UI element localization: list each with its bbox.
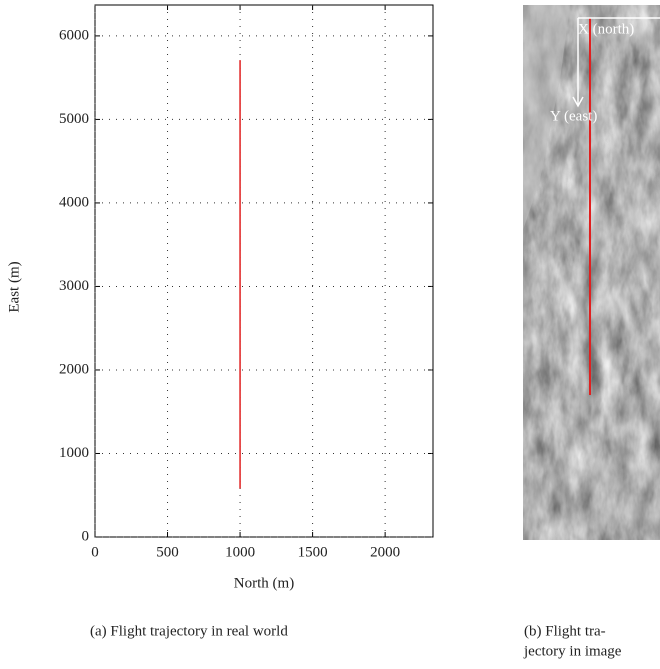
y-tick-label: 0 (82, 528, 90, 544)
caption-b: jectory in image (523, 643, 622, 659)
y-axis-label: East (m) (6, 261, 22, 312)
figure: 0 1000 2000 3000 4000 5000 6000 0 500 1000 1500 200… (0, 0, 660, 669)
y-tick-label: 4000 (59, 194, 89, 210)
caption-a: (a) Flight trajectory in real world (90, 623, 288, 639)
y-tick-label: 1000 (59, 445, 89, 461)
x-tick-label: 2000 (370, 544, 400, 560)
y-tick-label: 3000 (59, 278, 89, 294)
x-tick-label: 0 (91, 544, 99, 560)
x-axis-marker: X (north) (578, 21, 634, 37)
x-tick-label: 500 (156, 544, 179, 560)
y-axis-marker: Y (east) (550, 108, 597, 124)
panel-b: X (north) Y (east) (b) Flight tra- jecto… (523, 5, 660, 659)
x-axis-label: North (m) (234, 575, 294, 591)
caption-b: (b) Flight tra- (524, 623, 606, 639)
x-tick-label: 1000 (225, 544, 255, 560)
plot-frame (95, 5, 433, 537)
x-tick-label: 1500 (298, 544, 328, 560)
y-tick-label: 6000 (59, 27, 89, 43)
plot-a: 0 1000 2000 3000 4000 5000 6000 0 500 1000 1500 200… (59, 5, 433, 560)
page: 0 1000 2000 3000 4000 5000 6000 0 500 1000 1500 200… (0, 0, 660, 669)
y-tick-label: 2000 (59, 361, 89, 377)
y-tick-label: 5000 (59, 111, 89, 127)
